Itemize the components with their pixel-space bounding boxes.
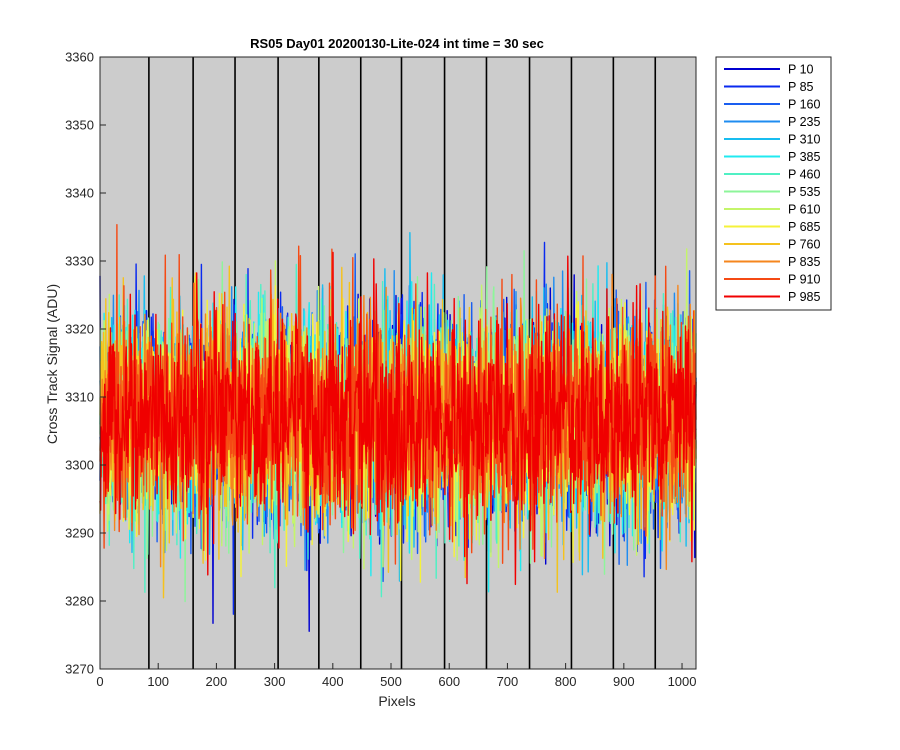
x-tick-label-2: 200 xyxy=(206,674,228,689)
series-line-13 xyxy=(99,251,697,586)
legend-box xyxy=(715,56,832,311)
legend-label-4: P 310 xyxy=(788,133,820,147)
x-tick-label-10: 1000 xyxy=(668,674,697,689)
legend-label-3: P 235 xyxy=(788,115,820,129)
legend-label-2: P 160 xyxy=(788,98,820,112)
x-tick-label-3: 300 xyxy=(264,674,286,689)
x-tick-label-9: 900 xyxy=(613,674,635,689)
x-tick-label-5: 500 xyxy=(380,674,402,689)
x-tick-label-8: 800 xyxy=(555,674,577,689)
y-tick-label-6: 3330 xyxy=(65,254,94,269)
legend-label-12: P 910 xyxy=(788,273,820,287)
y-tick-label-9: 3360 xyxy=(65,50,94,65)
y-tick-label-7: 3340 xyxy=(65,186,94,201)
x-tick-label-7: 700 xyxy=(497,674,519,689)
legend-label-8: P 610 xyxy=(788,203,820,217)
axes: 0 100 200 300 400 500 600 700 800 900 1000 3270 3280… xyxy=(65,50,697,689)
y-tick-label-8: 3350 xyxy=(65,118,94,133)
legend-label-13: P 985 xyxy=(788,290,820,304)
x-tick-label-6: 600 xyxy=(438,674,460,689)
legend-label-5: P 385 xyxy=(788,150,820,164)
legend-label-1: P 85 xyxy=(788,80,814,94)
x-axis-label: Pixels xyxy=(378,693,415,709)
legend-label-7: P 535 xyxy=(788,185,820,199)
x-tick-label-4: 400 xyxy=(322,674,344,689)
plot-border xyxy=(99,56,697,670)
legend-label-0: P 10 xyxy=(788,63,814,77)
y-tick-label-5: 3320 xyxy=(65,322,94,337)
y-tick-label-3: 3300 xyxy=(65,458,94,473)
y-tick-label-4: 3310 xyxy=(65,390,94,405)
legend: P 10 P 85 P 160 P 235 P 310 P 385 P 460 P 535 P … xyxy=(715,56,832,311)
legend-label-11: P 835 xyxy=(788,255,820,269)
legend-label-10: P 760 xyxy=(788,238,820,252)
legend-label-6: P 460 xyxy=(788,168,820,182)
x-tick-label-1: 100 xyxy=(147,674,169,689)
y-tick-label-1: 3280 xyxy=(65,594,94,609)
y-tick-label-2: 3290 xyxy=(65,526,94,541)
legend-label-9: P 685 xyxy=(788,220,820,234)
chart-title: RS05 Day01 20200130-Lite-024 int time = … xyxy=(250,36,544,51)
y-axis-label: Cross Track Signal (ADU) xyxy=(44,284,60,444)
y-tick-label-0: 3270 xyxy=(65,662,94,677)
series-group xyxy=(99,224,697,632)
x-tick-label-0: 0 xyxy=(96,674,103,689)
